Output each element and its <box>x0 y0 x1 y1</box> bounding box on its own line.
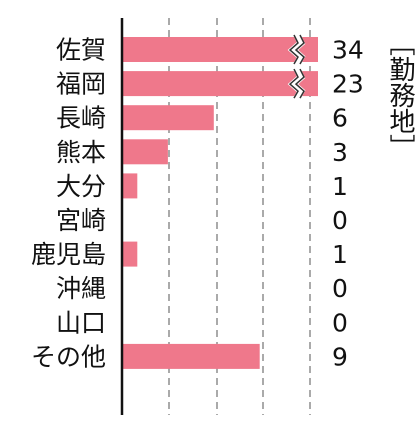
value-label: 1 <box>332 240 348 269</box>
value-label: 0 <box>332 308 348 337</box>
bars <box>122 33 318 369</box>
category-label: 長崎 <box>56 104 106 133</box>
category-label: 沖縄 <box>56 274 106 303</box>
category-label: 大分 <box>56 172 106 201</box>
value-label: 0 <box>332 206 348 235</box>
value-label: 3 <box>332 138 348 167</box>
bar-7 <box>122 241 138 267</box>
category-label: 山口 <box>56 308 106 337</box>
value-label: 6 <box>332 104 348 133</box>
category-label: 佐賀 <box>56 36 106 65</box>
bar-4 <box>122 139 168 165</box>
value-label: 0 <box>332 274 348 303</box>
value-label: 23 <box>332 70 364 99</box>
bar-10 <box>122 343 260 369</box>
bar-5 <box>122 173 138 199</box>
value-label: 1 <box>332 172 348 201</box>
axis-break-mark <box>287 33 306 66</box>
unit-label-text: ［勤務地］ <box>385 30 415 160</box>
bar-3 <box>122 105 214 131</box>
category-label: 鹿児島 <box>31 240 106 269</box>
value-label: 34 <box>332 36 364 65</box>
category-label: 福岡 <box>56 70 106 99</box>
axis-break-mark <box>287 67 306 100</box>
value-labels: 34 23 6 3 1 0 1 0 0 9 <box>332 36 364 372</box>
bar-2 <box>122 71 318 97</box>
value-label: 9 <box>332 342 348 371</box>
category-label: その他 <box>31 342 106 371</box>
bar-1 <box>122 37 318 62</box>
category-label: 宮崎 <box>56 206 106 235</box>
category-label: 熊本 <box>56 138 106 167</box>
unit-label: ［勤務地］ <box>385 30 415 160</box>
